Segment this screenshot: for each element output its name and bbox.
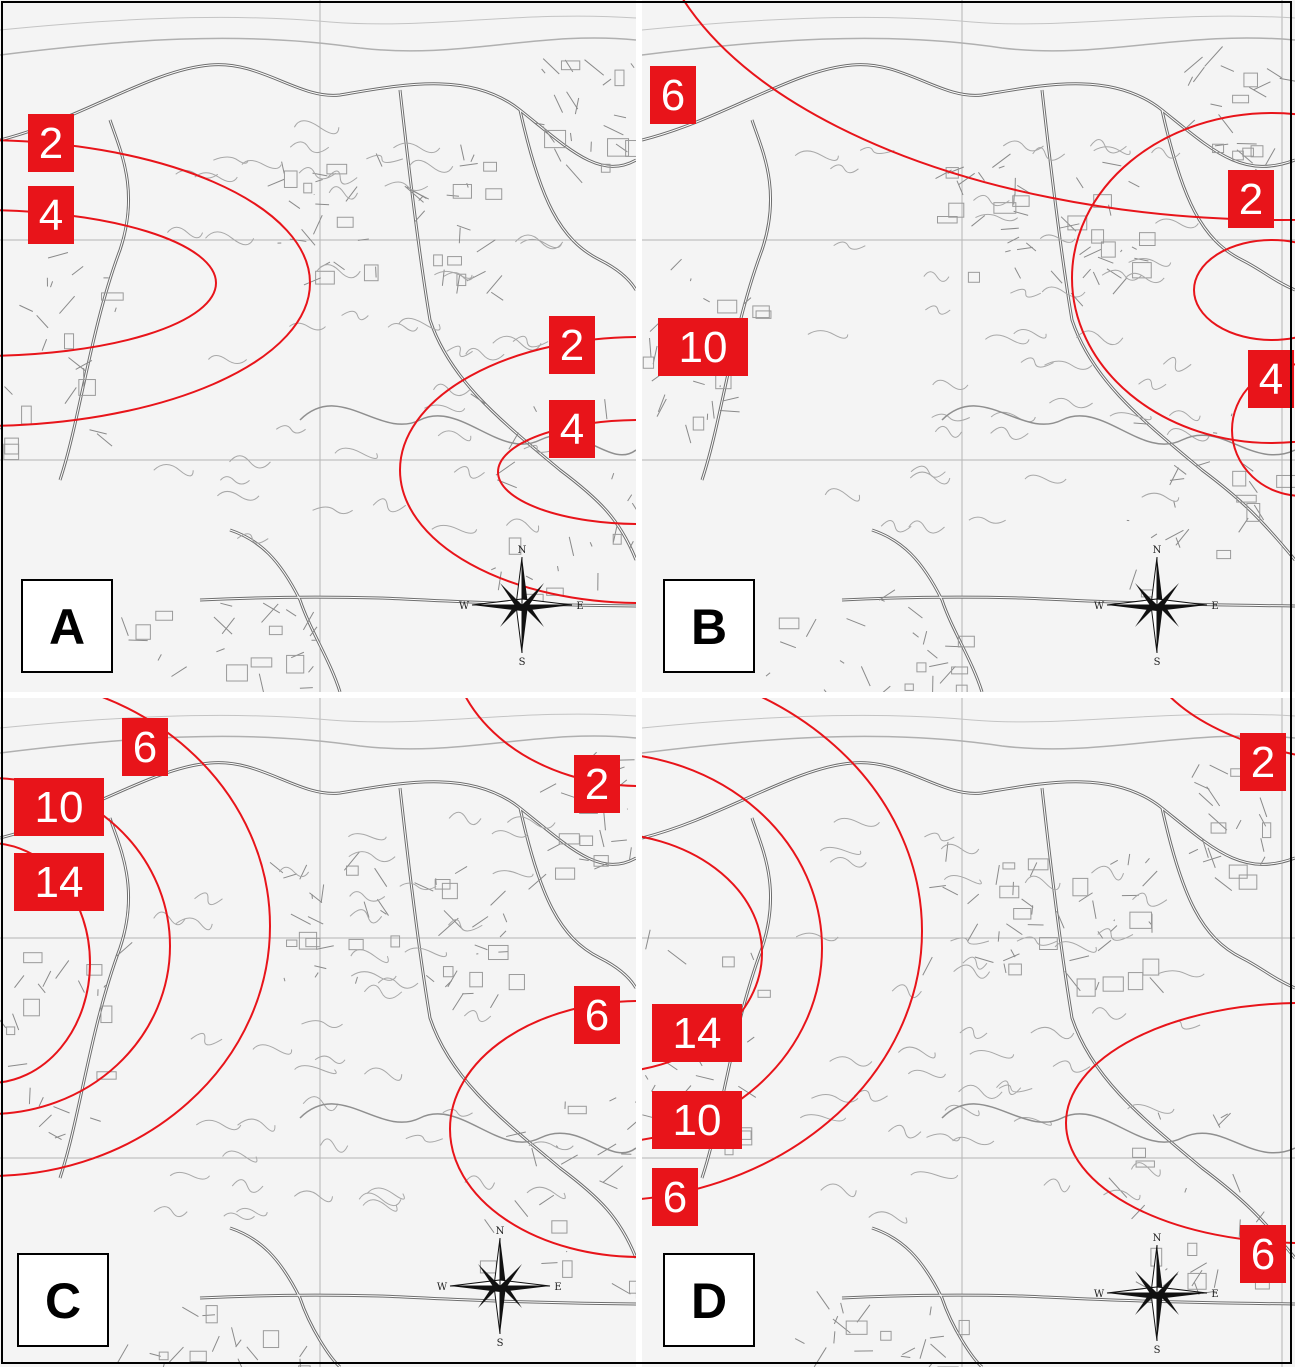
svg-text:4: 4 xyxy=(560,405,584,454)
svg-text:10: 10 xyxy=(679,323,728,372)
contour-value-label: 4 xyxy=(28,186,74,244)
panel-letter: C xyxy=(45,1273,81,1329)
compass-label-n: N xyxy=(518,545,527,556)
panel-divider-horizontal xyxy=(0,692,1295,698)
map-svg-c: N S W E 6 10 14 2 6 C xyxy=(0,698,636,1367)
contour-line-2 xyxy=(399,336,636,604)
panel-letter-box: A xyxy=(21,579,113,673)
contour-value-label: 4 xyxy=(1248,350,1294,408)
panel-letter-box: C xyxy=(17,1253,109,1347)
compass-label-n: N xyxy=(1153,1233,1162,1244)
contour-value-label: 6 xyxy=(652,1168,698,1226)
contour-lines xyxy=(682,0,1295,497)
contour-line-10 xyxy=(1193,239,1295,341)
contour-value-label: 14 xyxy=(652,1004,742,1062)
contour-line-6 xyxy=(1065,1002,1295,1244)
svg-text:6: 6 xyxy=(1251,1230,1275,1279)
svg-text:10: 10 xyxy=(673,1096,722,1145)
contour-lines xyxy=(642,698,1295,1244)
compass-label-s: S xyxy=(1154,657,1161,668)
compass-label-s: S xyxy=(497,1338,504,1349)
compass-label-w: W xyxy=(459,601,470,612)
svg-text:2: 2 xyxy=(1251,738,1275,787)
contour-value-label: 10 xyxy=(652,1091,742,1149)
panel-letter: B xyxy=(691,599,727,655)
contour-line-6 xyxy=(449,1000,636,1258)
contour-line-14 xyxy=(0,842,91,1084)
contour-line-10 xyxy=(642,755,823,1141)
contour-value-label: 6 xyxy=(1240,1225,1286,1283)
contour-line-4 xyxy=(1231,363,1295,497)
svg-text:6: 6 xyxy=(585,991,609,1040)
contour-value-label: 2 xyxy=(28,114,74,172)
compass-rose-icon: N S W E xyxy=(1094,1233,1219,1356)
contour-line-14 xyxy=(642,835,763,1071)
street-map-background xyxy=(642,0,1295,692)
contour-line-6 xyxy=(1071,112,1295,444)
svg-text:14: 14 xyxy=(673,1009,722,1058)
svg-text:2: 2 xyxy=(1239,175,1263,224)
contour-line-4 xyxy=(497,419,636,525)
map-panel-d: N S W E 14 10 6 2 6 D xyxy=(642,698,1295,1367)
svg-text:6: 6 xyxy=(663,1173,687,1222)
svg-text:2: 2 xyxy=(39,119,63,168)
contour-line-6 xyxy=(642,698,923,1200)
compass-label-s: S xyxy=(519,657,526,668)
contour-lines xyxy=(0,139,636,604)
compass-label-w: W xyxy=(1094,1289,1105,1300)
compass-label-s: S xyxy=(1154,1345,1161,1356)
panel-divider-vertical xyxy=(636,0,642,1367)
contour-line-10 xyxy=(0,777,171,1115)
svg-text:4: 4 xyxy=(39,191,63,240)
svg-text:6: 6 xyxy=(661,71,685,120)
compass-label-e: E xyxy=(1211,1289,1218,1300)
contour-value-label: 4 xyxy=(549,400,595,458)
map-svg-a: N S W E 2 4 2 4 A xyxy=(0,0,636,692)
compass-rose-icon: N S W E xyxy=(459,545,584,668)
contour-value-label: 10 xyxy=(658,318,748,376)
compass-label-e: E xyxy=(576,601,583,612)
contour-value-label: 14 xyxy=(14,853,104,911)
contour-value-label: 6 xyxy=(650,66,696,124)
compass-rose-icon: N S W E xyxy=(1094,545,1219,668)
panel-letter: D xyxy=(691,1273,727,1329)
compass-label-w: W xyxy=(1094,601,1105,612)
street-map-background xyxy=(642,698,1295,1367)
svg-text:2: 2 xyxy=(560,321,584,370)
compass-label-e: E xyxy=(1211,601,1218,612)
map-panel-c: N S W E 6 10 14 2 6 C xyxy=(0,698,636,1367)
contour-value-label: 2 xyxy=(1228,170,1274,228)
contour-value-label: 2 xyxy=(549,316,595,374)
contour-value-label: 2 xyxy=(1240,733,1286,791)
compass-label-n: N xyxy=(496,1226,505,1237)
compass-label-n: N xyxy=(1153,545,1162,556)
panel-letter: A xyxy=(49,599,85,655)
contour-value-label: 10 xyxy=(14,778,104,836)
compass-label-w: W xyxy=(437,1282,448,1293)
contour-value-label: 6 xyxy=(574,986,620,1044)
panel-letter-box: B xyxy=(663,579,755,673)
contour-value-label: 2 xyxy=(574,755,620,813)
map-svg-d: N S W E 14 10 6 2 6 D xyxy=(642,698,1295,1367)
map-panel-b: N S W E 6 10 2 4 B xyxy=(642,0,1295,692)
street-map-background xyxy=(0,698,636,1367)
contour-line-6 xyxy=(0,698,271,1177)
panel-letter-box: D xyxy=(663,1253,755,1347)
contour-line-2 xyxy=(682,0,1295,221)
contour-line-4 xyxy=(0,209,217,357)
svg-text:4: 4 xyxy=(1259,355,1283,404)
map-panel-a: N S W E 2 4 2 4 A xyxy=(0,0,636,692)
compass-rose-icon: N S W E xyxy=(437,1226,562,1349)
contour-line-2 xyxy=(0,139,311,427)
svg-text:2: 2 xyxy=(585,760,609,809)
svg-text:10: 10 xyxy=(35,783,84,832)
contour-lines xyxy=(0,698,636,1258)
svg-text:6: 6 xyxy=(133,723,157,772)
map-svg-b: N S W E 6 10 2 4 B xyxy=(642,0,1295,692)
contour-value-label: 6 xyxy=(122,718,168,776)
compass-label-e: E xyxy=(554,1282,561,1293)
svg-text:14: 14 xyxy=(35,858,84,907)
